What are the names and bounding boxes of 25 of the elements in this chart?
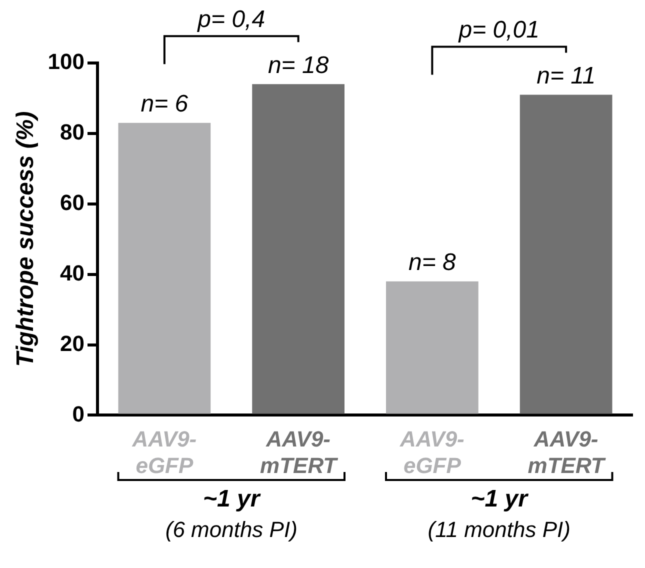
x-tick-label: AAV9-eGFP: [398, 426, 464, 478]
bar: [386, 281, 478, 414]
x-tick-label: AAV9-mTERT: [260, 426, 338, 478]
text: ~1 yr: [470, 486, 530, 513]
y-tick-label: 60: [60, 190, 85, 215]
bar: [118, 122, 211, 414]
x-tick-label: AAV9-eGFP: [131, 426, 197, 478]
bar: [520, 94, 612, 414]
text: (11 months PI): [428, 517, 570, 542]
annotation: n= 18: [268, 52, 330, 79]
text: (6 months PI): [165, 517, 298, 542]
y-tick-label: 80: [60, 120, 85, 145]
x-tick-label: AAV9-mTERT: [528, 426, 606, 478]
annotation: n= 11: [536, 62, 596, 90]
y-tick-label: 40: [60, 260, 85, 286]
text: p= 0,4: [196, 6, 266, 33]
y-axis-title: Tightrope success (%): [12, 111, 40, 367]
bar: [252, 84, 345, 414]
y-tick-label: 20: [60, 330, 85, 356]
annotation: n= 8: [408, 249, 457, 276]
y-tick-label: 0: [72, 401, 85, 426]
text: p= 0,01: [458, 16, 540, 44]
y-tick-label: 100: [48, 49, 85, 74]
text: ~1 yr: [203, 486, 262, 513]
annotation: n= 6: [140, 90, 189, 118]
